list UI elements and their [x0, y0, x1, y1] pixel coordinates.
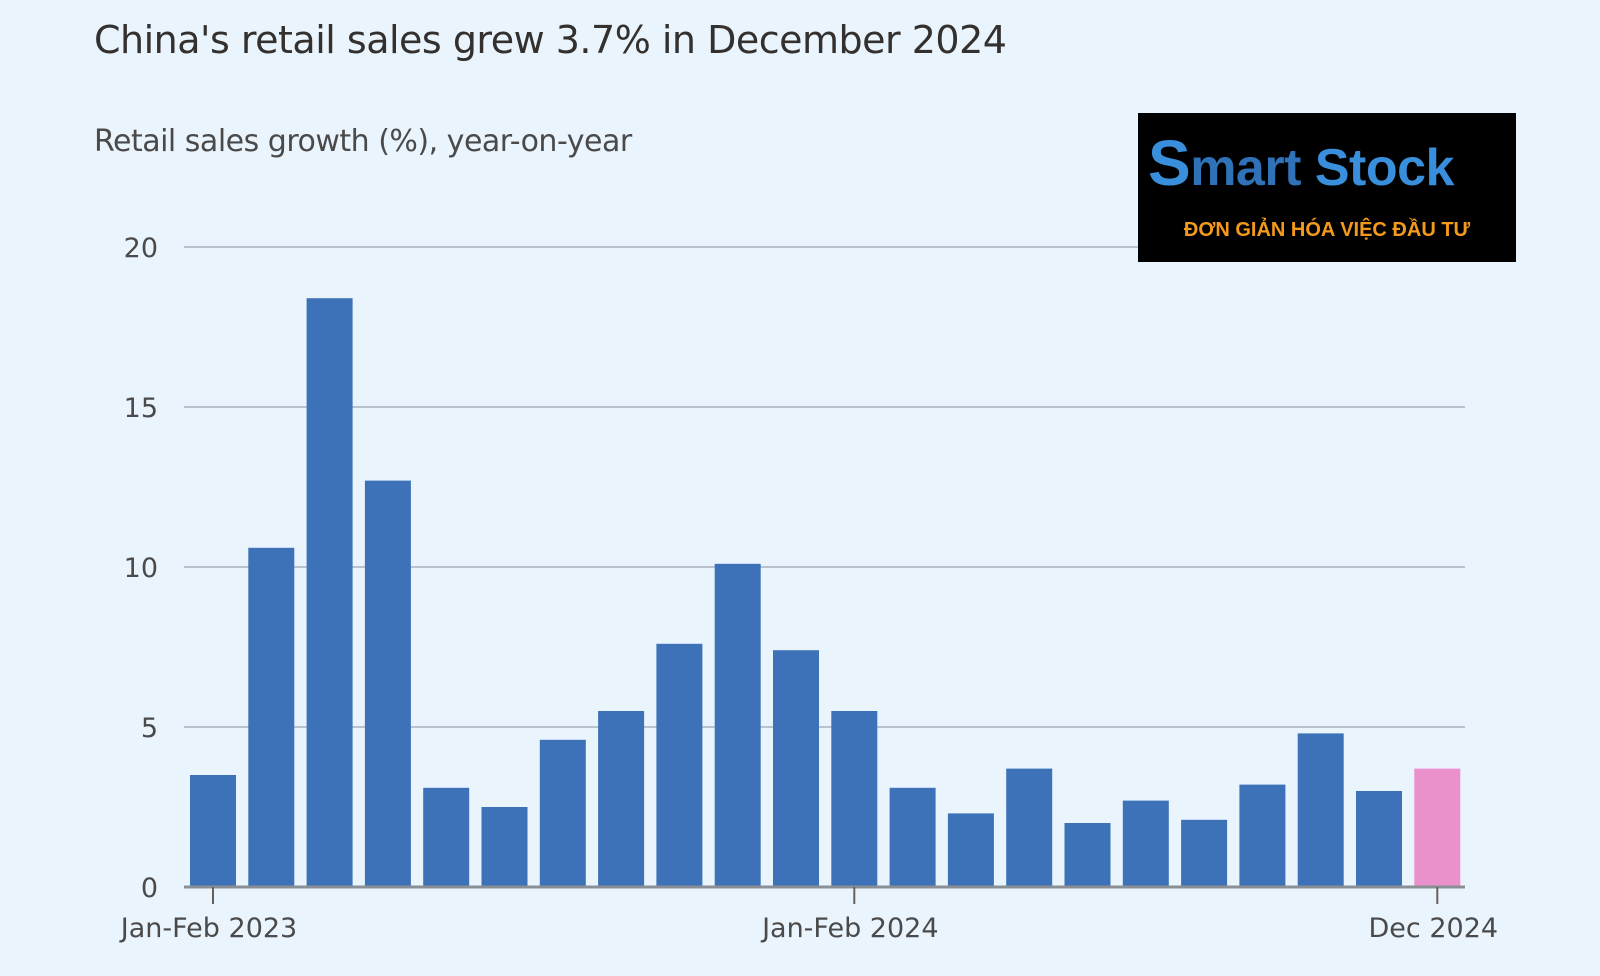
x-tick-label: Jan-Feb 2024 — [760, 913, 938, 944]
bar-may-2024 — [1006, 768, 1053, 887]
bar-mar-2024 — [889, 787, 936, 887]
y-tick-label: 15 — [124, 393, 158, 424]
bar-mar-2023 — [248, 547, 295, 887]
bar-sep-2023 — [598, 711, 645, 887]
bar-jun-2023 — [423, 787, 470, 887]
bar-oct-2024 — [1297, 733, 1344, 887]
bar-apr-2023 — [306, 298, 353, 887]
logo-letter-s: S — [1148, 127, 1191, 199]
y-tick-label: 20 — [124, 233, 158, 264]
bar-nov-2024 — [1356, 791, 1402, 887]
bar-jul-2024 — [1122, 800, 1169, 887]
chart-subtitle: Retail sales growth (%), year-on-year — [94, 124, 632, 159]
bar-may-2023 — [364, 480, 411, 887]
bar-jul-2023 — [481, 807, 528, 887]
bar-nov-2023 — [714, 563, 761, 887]
logo-tagline: ĐƠN GIẢN HÓA VIỆC ĐẦU TƯ — [1183, 219, 1471, 241]
bar-jun-2024 — [1064, 823, 1111, 887]
y-tick-label: 5 — [141, 713, 158, 744]
x-tick-label: Jan-Feb 2023 — [119, 913, 297, 944]
logo-word-stock: Stock — [1300, 139, 1455, 197]
bars — [190, 298, 1461, 887]
bar-oct-2023 — [656, 643, 703, 887]
smart-stock-logo: Smart Stock ĐƠN GIẢN HÓA VIỆC ĐẦU TƯ — [1138, 113, 1516, 262]
bar-apr-2024 — [947, 813, 994, 887]
bar-aug-2024 — [1181, 819, 1228, 887]
logo-word-mart: mart — [1190, 139, 1301, 197]
bar-sep-2024 — [1239, 784, 1286, 887]
x-tick-label: Dec 2024 — [1369, 913, 1499, 944]
bar-jan-feb-2023 — [190, 775, 236, 887]
y-tick-label: 10 — [124, 553, 158, 584]
y-tick-label: 0 — [141, 873, 158, 904]
bar-dec-2024 — [1414, 768, 1461, 887]
axes: 0 5 10 15 20 Jan-Feb 2023 Jan-Feb 2024 Dec 2024 — [119, 233, 1498, 944]
bar-jan-feb-2024 — [831, 711, 878, 887]
bar-dec-2023 — [773, 650, 819, 887]
logo-wordmark: Smart Stock — [1148, 131, 1455, 197]
bar-aug-2023 — [539, 739, 586, 887]
chart-title: China's retail sales grew 3.7% in Decemb… — [94, 18, 1007, 62]
